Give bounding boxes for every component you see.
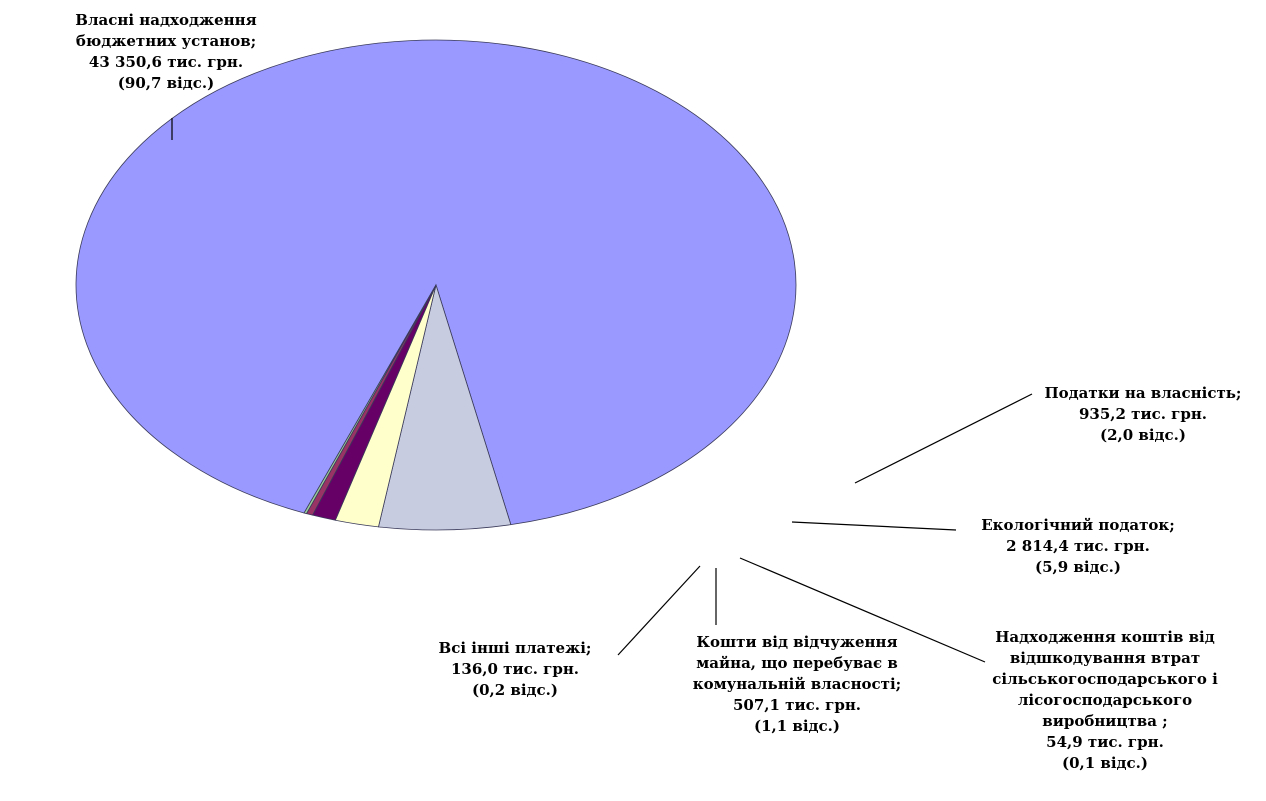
label-ekolohichnyi-podatok: Екологічний податок; 2 814,4 тис. грн. (… [981, 516, 1175, 576]
pie-slice-1 [377, 283, 512, 531]
leader-line-2 [854, 393, 1033, 484]
label-podatky-na-vlasnist: Податки на власність; 935,2 тис. грн. (2… [1044, 384, 1242, 444]
leader-line-1 [791, 521, 957, 531]
label-vlasni-nadkhodzhennia: Власні надходження бюджетних установ; 43… [75, 11, 257, 92]
label-vidshkoduvannia-vtrat: Надходження коштів від відшкодування втр… [992, 628, 1218, 772]
leader-line-5 [739, 557, 986, 663]
leader-lines-group [171, 118, 1033, 663]
label-koshty-vid-vidchuzhennia: Кошти від відчуження майна, що перебуває… [692, 633, 902, 735]
label-vsi-inshi-platezhi: Всі інші платежі; 136,0 тис. грн. (0,2 в… [438, 639, 592, 699]
leader-line-4 [617, 565, 701, 656]
pie-slices-group [75, 39, 797, 531]
pie-slice-5 [303, 284, 437, 515]
pie-slice-0 [75, 39, 797, 526]
